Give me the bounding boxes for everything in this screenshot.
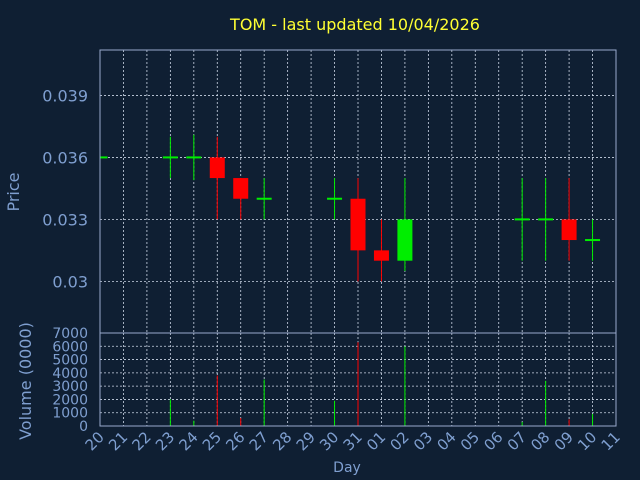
x-tick-label: 24 [175,428,201,454]
volume-tick-label: 5000 [52,353,88,369]
x-tick-label: 27 [246,428,272,454]
x-tick-label: 04 [433,428,459,454]
volume-bars [169,342,594,426]
x-tick-labels: 2021222324252627282930310102030405060708… [82,428,624,454]
price-tick-label: 0.036 [42,148,88,167]
x-tick-label: 28 [269,428,295,454]
candle-body [209,157,225,179]
price-tick-label: 0.03 [52,272,88,291]
x-tick-label: 11 [598,428,624,454]
price-tick-label: 0.033 [42,210,88,229]
x-tick-label: 02 [387,428,413,454]
price-tick-labels: 0.03 0.033 0.036 0.039 [42,86,88,291]
x-tick-label: 07 [504,428,530,454]
volume-tick-label: 3000 [52,379,88,395]
candle-body [233,178,249,199]
x-tick-label: 06 [480,428,506,454]
x-tick-label: 08 [527,428,553,454]
volume-tick-label: 6000 [52,339,88,355]
x-tick-label: 26 [222,428,248,454]
volume-tick-label: 0 [79,419,88,435]
x-tick-label: 21 [105,428,131,454]
x-tick-label: 03 [410,428,436,454]
x-tick-label: 05 [457,428,483,454]
volume-panel-frame [99,332,617,427]
x-tick-label: 23 [152,428,178,454]
price-axis-label: Price [4,172,23,211]
x-tick-label: 30 [316,428,342,454]
volume-tick-label: 4000 [52,366,88,382]
x-tick-label: 29 [293,428,319,454]
candle-body [350,198,366,251]
candle-body [561,219,577,241]
x-tick-label: 25 [199,428,225,454]
volume-tick-label: 7000 [52,326,88,342]
chart-title: TOM - last updated 10/04/2026 [229,15,480,34]
candle-body [397,219,413,261]
x-tick-label: 31 [340,428,366,454]
candle-body [373,250,389,261]
x-tick-label: 09 [551,428,577,454]
x-axis-label: Day [333,460,361,476]
x-tick-label: 01 [363,428,389,454]
volume-tick-label: 1000 [52,406,88,422]
volume-tick-label: 2000 [52,392,88,408]
candles [100,134,601,282]
price-tick-label: 0.039 [42,86,88,105]
volume-axis-label: Volume (0000) [16,322,35,440]
x-tick-label: 10 [574,428,600,454]
x-tick-label: 22 [129,428,155,454]
